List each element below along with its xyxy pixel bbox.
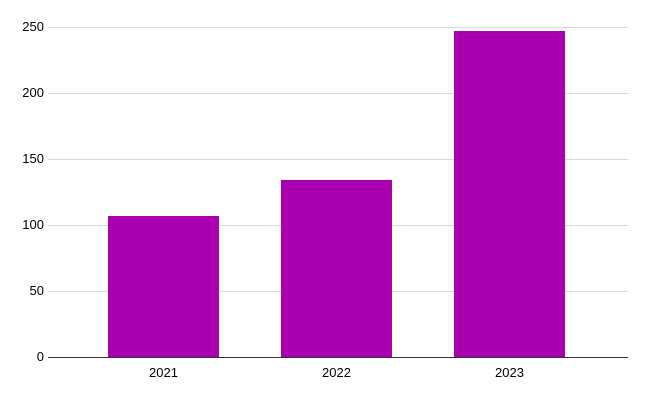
y-tick-label: 0 xyxy=(36,349,44,364)
bar-2022 xyxy=(281,180,392,357)
y-tick-label: 250 xyxy=(22,19,44,34)
bar-2021 xyxy=(108,215,219,357)
gridline xyxy=(48,92,628,94)
y-tick-label: 100 xyxy=(22,217,44,232)
gridline xyxy=(48,26,628,28)
x-tick-label: 2022 xyxy=(322,365,351,380)
y-tick-label: 200 xyxy=(22,85,44,100)
y-tick-label: 150 xyxy=(22,151,44,166)
gridline xyxy=(48,158,628,160)
x-tick-label: 2023 xyxy=(495,365,524,380)
y-tick-label: 50 xyxy=(29,283,44,298)
x-tick-label: 2021 xyxy=(149,365,178,380)
plot-area xyxy=(48,26,628,358)
bar-2023 xyxy=(454,30,565,357)
